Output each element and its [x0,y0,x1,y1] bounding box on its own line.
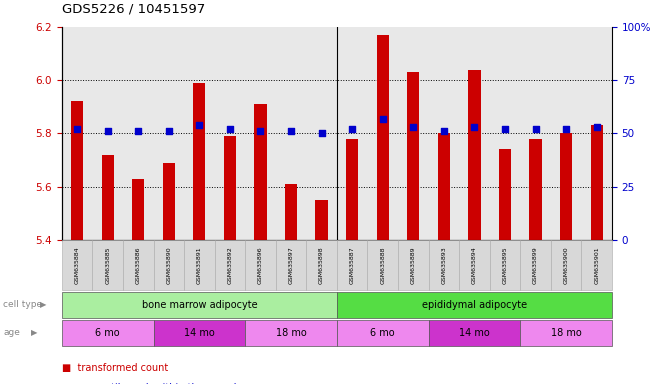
Point [347,126,357,132]
Text: GSM635899: GSM635899 [533,246,538,284]
Text: GSM635901: GSM635901 [594,246,599,284]
Text: 18 mo: 18 mo [275,328,307,338]
Bar [560,134,572,240]
Point [255,128,266,134]
Text: GSM635894: GSM635894 [472,246,477,284]
Text: GSM635889: GSM635889 [411,246,416,284]
Point [225,126,235,132]
Text: ▶: ▶ [40,300,47,310]
Point [439,128,449,134]
Point [378,116,388,122]
Text: 6 mo: 6 mo [370,328,395,338]
Text: GSM635890: GSM635890 [166,246,171,284]
Text: GSM635895: GSM635895 [503,246,508,284]
Text: ▶: ▶ [31,328,38,338]
Bar [285,184,297,240]
Text: GSM635885: GSM635885 [105,246,110,284]
Text: GSM635897: GSM635897 [288,246,294,284]
Text: GSM635884: GSM635884 [75,246,79,284]
Point [163,128,174,134]
Bar [437,134,450,240]
Text: 14 mo: 14 mo [184,328,215,338]
Bar [71,101,83,240]
Text: GSM635898: GSM635898 [319,246,324,284]
Bar [316,200,327,240]
Text: GSM635886: GSM635886 [136,246,141,284]
Text: GSM635891: GSM635891 [197,246,202,284]
Text: GSM635892: GSM635892 [227,246,232,284]
Bar [163,163,175,240]
Point [469,124,480,130]
Bar [255,104,267,240]
Text: 18 mo: 18 mo [551,328,581,338]
Text: ■  transformed count: ■ transformed count [62,363,168,373]
Bar [102,155,114,240]
Bar [377,35,389,240]
Bar [529,139,542,240]
Point [102,128,113,134]
Bar [590,126,603,240]
Text: 14 mo: 14 mo [459,328,490,338]
Point [133,128,143,134]
Text: GSM635896: GSM635896 [258,246,263,284]
Point [500,126,510,132]
Point [286,128,296,134]
Point [316,131,327,137]
Text: ■  percentile rank within the sample: ■ percentile rank within the sample [62,383,242,384]
Bar [346,139,358,240]
Bar [224,136,236,240]
Text: GDS5226 / 10451597: GDS5226 / 10451597 [62,2,205,15]
Point [531,126,541,132]
Point [561,126,572,132]
Point [592,124,602,130]
Text: bone marrow adipocyte: bone marrow adipocyte [141,300,257,310]
Text: epididymal adipocyte: epididymal adipocyte [422,300,527,310]
Text: GSM635888: GSM635888 [380,246,385,284]
Text: GSM635900: GSM635900 [564,246,568,284]
Text: 6 mo: 6 mo [96,328,120,338]
Text: GSM635887: GSM635887 [350,246,355,284]
Bar [407,72,419,240]
Bar [132,179,145,240]
Point [194,122,204,128]
Point [408,124,419,130]
Bar [499,149,511,240]
Point [72,126,82,132]
Bar [193,83,206,240]
Text: GSM635893: GSM635893 [441,246,447,284]
Bar [468,70,480,240]
Text: cell type: cell type [3,300,42,310]
Text: age: age [3,328,20,338]
